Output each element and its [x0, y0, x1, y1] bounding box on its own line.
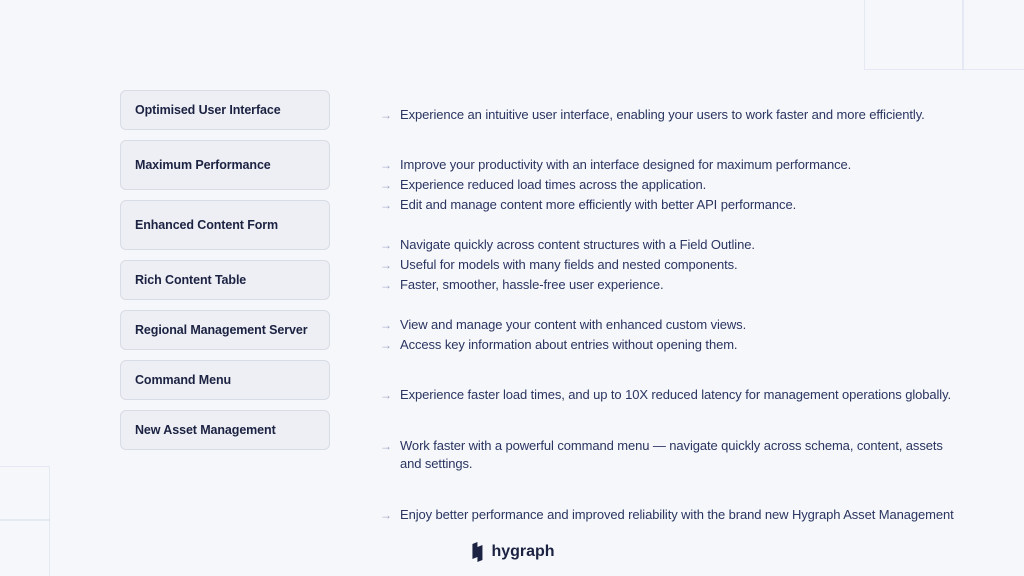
feature-bullet-text: Work faster with a powerful command menu… — [400, 437, 964, 473]
hygraph-logo-icon — [469, 542, 485, 562]
feature-bullet-text: Experience an intuitive user interface, … — [400, 106, 925, 124]
feature-block: → View and manage your content with enhan… — [380, 310, 964, 360]
feature-pill[interactable]: Maximum Performance — [120, 140, 330, 190]
feature-pill[interactable]: Rich Content Table — [120, 260, 330, 300]
feature-pill[interactable]: Command Menu — [120, 360, 330, 400]
hygraph-logo: hygraph — [469, 542, 554, 562]
feature-pill[interactable]: Regional Management Server — [120, 310, 330, 350]
feature-bullet: → Experience an intuitive user interface,… — [380, 106, 964, 124]
arrow-icon: → — [380, 318, 392, 332]
feature-bullet: → Work faster with a powerful command men… — [380, 437, 964, 473]
feature-block: → Navigate quickly across content structu… — [380, 230, 964, 300]
feature-bullet-text: Faster, smoother, hassle-free user exper… — [400, 276, 663, 294]
feature-block: → Enjoy better performance and improved r… — [380, 490, 964, 540]
arrow-icon: → — [380, 338, 392, 352]
feature-bullet-text: Useful for models with many fields and n… — [400, 256, 738, 274]
feature-bullet-text: Improve your productivity with an interf… — [400, 156, 851, 174]
feature-bullet-text: Edit and manage content more efficiently… — [400, 196, 796, 214]
feature-bullet: → Navigate quickly across content structu… — [380, 236, 964, 254]
decorative-grid — [962, 0, 964, 70]
feature-bullet: → Useful for models with many fields and … — [380, 256, 964, 274]
main-container: Optimised User Interface Maximum Performa… — [0, 0, 1024, 540]
decorative-grid — [864, 0, 1024, 70]
feature-pills-column: Optimised User Interface Maximum Performa… — [120, 90, 330, 540]
feature-bullet-text: View and manage your content with enhanc… — [400, 316, 746, 334]
feature-block: → Work faster with a powerful command men… — [380, 430, 964, 480]
arrow-icon: → — [380, 388, 392, 402]
arrow-icon: → — [380, 508, 392, 522]
feature-bullet-text: Access key information about entries wit… — [400, 336, 737, 354]
feature-block: → Experience an intuitive user interface,… — [380, 90, 964, 140]
feature-block: → Improve your productivity with an inter… — [380, 150, 964, 220]
feature-pill[interactable]: Enhanced Content Form — [120, 200, 330, 250]
feature-bullet-text: Navigate quickly across content structur… — [400, 236, 755, 254]
arrow-icon: → — [380, 439, 392, 453]
arrow-icon: → — [380, 198, 392, 212]
feature-bullet: → Experience faster load times, and up to… — [380, 386, 964, 404]
feature-bullet: → Edit and manage content more efficientl… — [380, 196, 964, 214]
arrow-icon: → — [380, 178, 392, 192]
arrow-icon: → — [380, 238, 392, 252]
feature-bullet: → Improve your productivity with an inter… — [380, 156, 964, 174]
feature-bullet: → Enjoy better performance and improved r… — [380, 506, 964, 524]
decorative-grid — [0, 519, 50, 521]
feature-bullet: → Experience reduced load times across th… — [380, 176, 964, 194]
arrow-icon: → — [380, 108, 392, 122]
feature-block: → Experience faster load times, and up to… — [380, 370, 964, 420]
feature-bullet-text: Enjoy better performance and improved re… — [400, 506, 954, 524]
arrow-icon: → — [380, 158, 392, 172]
hygraph-logo-text: hygraph — [491, 543, 554, 561]
decorative-grid — [0, 466, 50, 576]
feature-bullet: → Access key information about entries wi… — [380, 336, 964, 354]
arrow-icon: → — [380, 258, 392, 272]
feature-pill[interactable]: New Asset Management — [120, 410, 330, 450]
feature-bullet-text: Experience reduced load times across the… — [400, 176, 706, 194]
feature-bullet-text: Experience faster load times, and up to … — [400, 386, 951, 404]
feature-bullet: → View and manage your content with enhan… — [380, 316, 964, 334]
arrow-icon: → — [380, 278, 392, 292]
feature-pill[interactable]: Optimised User Interface — [120, 90, 330, 130]
feature-descriptions-column: → Experience an intuitive user interface,… — [380, 90, 964, 540]
feature-bullet: → Faster, smoother, hassle-free user expe… — [380, 276, 964, 294]
